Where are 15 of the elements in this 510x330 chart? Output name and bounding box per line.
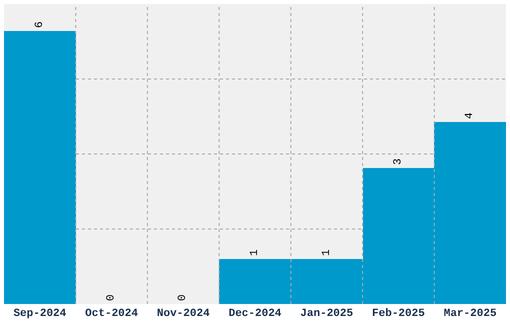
x-tick-label: Jan-2025 [300,308,354,320]
bar [4,31,76,304]
x-tick-label: Feb-2025 [372,308,426,320]
x-tick-label: Oct-2024 [85,308,138,320]
data-label: 1 [249,249,261,256]
x-tick-label: Nov-2024 [156,308,210,320]
data-label: 6 [34,21,46,28]
data-label: 4 [464,112,476,119]
data-label: 1 [321,249,333,256]
x-tick-label: Mar-2025 [444,308,497,320]
x-tick-label: Sep-2024 [13,308,67,320]
x-tick-label: Dec-2024 [228,308,282,320]
data-label: 0 [106,294,118,301]
data-label: 0 [177,294,189,301]
data-label: 3 [392,158,404,165]
